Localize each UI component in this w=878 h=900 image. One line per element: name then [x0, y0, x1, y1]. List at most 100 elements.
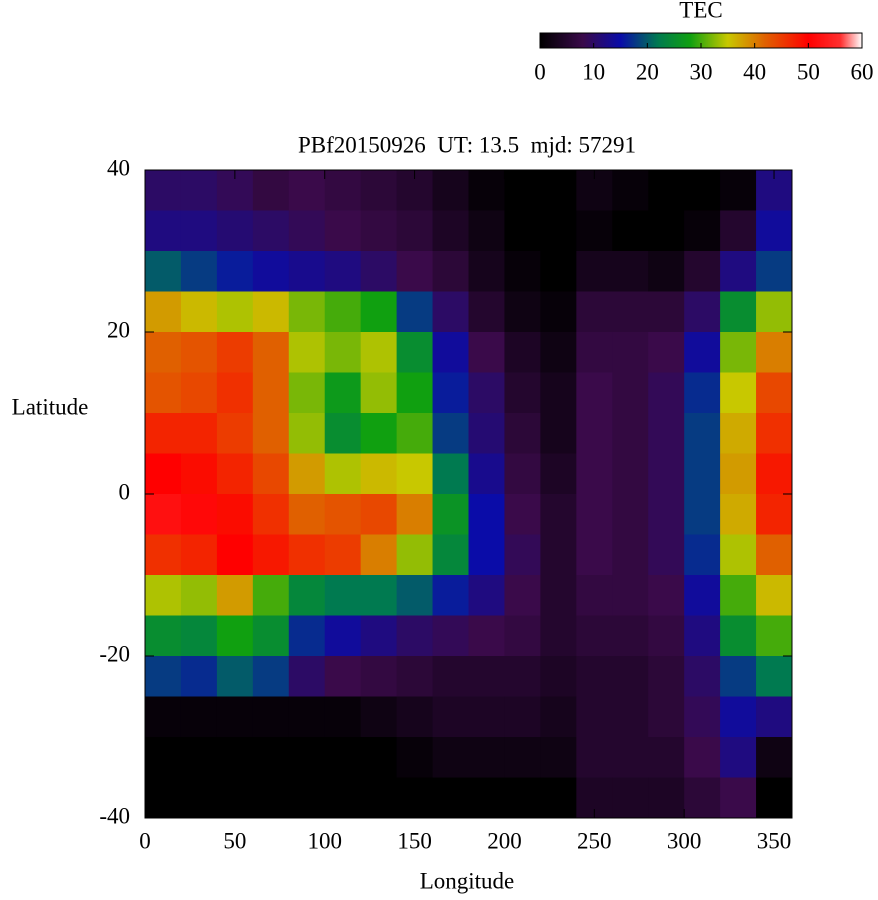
heat-cell [684, 332, 721, 373]
heat-cell [540, 777, 577, 819]
heat-cell [432, 737, 469, 778]
heat-cell [648, 615, 685, 657]
heat-cell [648, 453, 685, 495]
heat-cell [612, 251, 649, 292]
heat-cell [720, 210, 757, 252]
heat-cell [288, 494, 326, 535]
heat-cell [576, 413, 613, 454]
heat-cell [432, 696, 469, 738]
heat-cell [504, 534, 541, 576]
heat-cell [432, 777, 469, 819]
heat-cell [612, 332, 649, 373]
heat-cell [684, 251, 721, 292]
heat-cell [145, 696, 182, 738]
heat-cell [432, 494, 469, 535]
heat-cell [145, 210, 182, 252]
heat-cell [612, 413, 649, 454]
heat-cell [288, 332, 326, 373]
heat-cell [360, 615, 398, 657]
heat-cell [252, 372, 290, 414]
heat-cell [648, 696, 685, 738]
heat-cell [684, 696, 721, 738]
heat-cell [576, 372, 613, 414]
heat-cell [720, 534, 757, 576]
heat-cell [360, 372, 398, 414]
heat-cell [180, 453, 218, 495]
heat-cell [324, 534, 362, 576]
heat-cell [216, 291, 254, 333]
heat-cell [324, 372, 362, 414]
heat-cell [180, 575, 218, 616]
heat-cell [504, 453, 541, 495]
x-axis-label: Longitude [420, 868, 515, 893]
heat-cell [540, 170, 577, 211]
heat-cell [396, 453, 434, 495]
heat-cell [612, 737, 649, 778]
heat-cell [468, 332, 505, 373]
heat-cell [468, 413, 505, 454]
heat-cell [720, 372, 757, 414]
heat-cell [720, 291, 757, 333]
heat-cell [540, 291, 577, 333]
x-tick-label: 150 [397, 828, 432, 853]
heat-cell [216, 696, 254, 738]
heat-cell [180, 251, 218, 292]
heat-cell [252, 737, 290, 778]
heat-cell [540, 494, 577, 535]
heat-cell [432, 332, 469, 373]
heat-cell [756, 696, 793, 738]
heat-cell [360, 656, 398, 697]
heat-cell [756, 453, 793, 495]
heat-cell [576, 737, 613, 778]
heat-cell [216, 656, 254, 697]
heat-cell [216, 453, 254, 495]
heat-cell [432, 615, 469, 657]
heat-cell [360, 534, 398, 576]
heat-cell [756, 656, 793, 697]
heat-cell [720, 453, 757, 495]
heat-cell [504, 696, 541, 738]
heat-cell [396, 575, 434, 616]
heat-cell [360, 575, 398, 616]
x-tick-label: 200 [487, 828, 522, 853]
heat-cell [252, 170, 290, 211]
y-tick-label: -20 [99, 641, 130, 666]
heat-cell [576, 575, 613, 616]
heat-cell [684, 777, 721, 819]
chart-title: PBf20150926 UT: 13.5 mjd: 57291 [298, 132, 636, 157]
heat-cell [612, 534, 649, 576]
heat-cell [180, 372, 218, 414]
heat-cell [612, 575, 649, 616]
heat-cell [145, 372, 182, 414]
heat-cell [756, 534, 793, 576]
heat-cell [468, 696, 505, 738]
heat-cell [216, 372, 254, 414]
heat-cell [324, 453, 362, 495]
heat-cell [288, 251, 326, 292]
heat-cell [576, 615, 613, 657]
heat-cell [540, 332, 577, 373]
heat-cell [648, 251, 685, 292]
heat-cell [648, 372, 685, 414]
heat-cell [720, 575, 757, 616]
heat-cell [360, 210, 398, 252]
heat-cell [612, 291, 649, 333]
heat-cell [468, 170, 505, 211]
heat-cell [576, 251, 613, 292]
heat-cell [288, 291, 326, 333]
heat-cell [432, 251, 469, 292]
heat-cell [252, 777, 290, 819]
heat-cell [612, 494, 649, 535]
heat-cell [396, 413, 434, 454]
x-tick-label: 350 [757, 828, 792, 853]
heat-cell [468, 291, 505, 333]
heat-cell [252, 413, 290, 454]
heat-cell [756, 372, 793, 414]
heat-cell [216, 413, 254, 454]
heat-cell [432, 413, 469, 454]
heat-cell [612, 453, 649, 495]
heat-cell [252, 453, 290, 495]
heat-cell [540, 615, 577, 657]
colorbar-tick-label: 40 [743, 59, 766, 84]
heat-cell [324, 575, 362, 616]
